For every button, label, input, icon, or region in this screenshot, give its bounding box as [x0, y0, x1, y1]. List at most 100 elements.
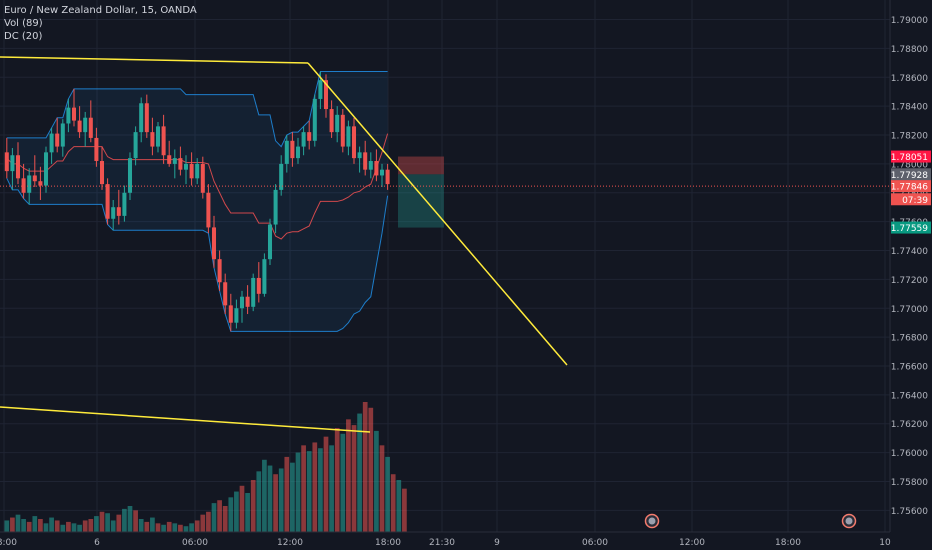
price-axis[interactable]: 1.79000 1.78800 1.78600 1.78400 1.78200 1.780… — [889, 0, 932, 550]
volume-bar — [340, 433, 346, 532]
volume-bar — [295, 452, 301, 532]
candle-body — [374, 161, 379, 176]
candle-body — [223, 282, 228, 306]
candle-body — [273, 189, 278, 225]
volume-bar — [183, 526, 189, 532]
descending-trendline — [307, 62, 568, 366]
candle-body — [368, 161, 373, 170]
resistance-trendline — [0, 56, 309, 64]
candle-body — [234, 308, 239, 323]
volume-bar — [323, 436, 329, 532]
volume-bar — [43, 523, 49, 532]
candle-body — [211, 227, 217, 260]
candle-body — [385, 169, 390, 185]
volume-bar — [329, 445, 334, 532]
price-badge-bg — [891, 193, 931, 206]
candle-body — [200, 163, 205, 193]
price-axis-bg — [890, 0, 932, 550]
volume-bar — [4, 520, 10, 532]
price-badge-bg — [891, 150, 931, 163]
price-badge-bg — [891, 180, 931, 193]
volume-bar — [60, 524, 66, 532]
volume-bar — [99, 511, 105, 532]
candle-body — [206, 192, 211, 228]
volume-bar — [94, 516, 99, 532]
volume-bar — [82, 520, 88, 532]
candle-body — [150, 132, 155, 147]
volume-bar — [245, 493, 250, 532]
time-tick-label: 9 — [494, 538, 500, 548]
volume-bar — [166, 521, 172, 532]
dc-lower — [6, 178, 389, 332]
volume-bar — [222, 506, 228, 532]
candle-body — [195, 163, 200, 179]
volume-bar — [122, 508, 127, 532]
time-tick-label: 18:00 — [0, 538, 17, 548]
event-flag-icon — [648, 517, 656, 525]
time-tick-label: 6 — [94, 538, 100, 548]
candle-body — [357, 152, 362, 159]
candle-body — [15, 155, 21, 179]
volume-bar — [273, 474, 278, 532]
price-badge-label: 1.77928 — [891, 171, 928, 181]
candle-body — [340, 114, 345, 147]
candle-body — [71, 107, 77, 121]
volume-bar — [105, 513, 110, 532]
donchian-indicator-label[interactable]: DC (20) — [4, 31, 43, 42]
volume-bar — [127, 506, 133, 532]
price-badge-label: 1.78051 — [891, 153, 928, 163]
candle-body — [239, 296, 245, 309]
price-tick-label: 1.76000 — [891, 449, 928, 459]
candle-body — [318, 80, 323, 99]
volume-bar — [374, 430, 379, 532]
volume-bar — [189, 523, 194, 532]
price-tick-label: 1.78400 — [891, 103, 928, 113]
volume-bar — [155, 523, 161, 532]
volume-bar — [318, 448, 323, 532]
candle-body — [127, 158, 133, 193]
candle-body — [379, 169, 385, 176]
price-tick-label: 1.77400 — [891, 247, 928, 257]
volume-bar — [178, 524, 183, 532]
short-position-box[interactable] — [398, 156, 444, 228]
volume-bar — [144, 521, 150, 532]
symbol-title[interactable]: Euro / New Zealand Dollar, 15, OANDA — [4, 5, 197, 16]
volume-bar — [351, 425, 357, 532]
candle-body — [161, 126, 166, 156]
trendlines[interactable] — [0, 56, 568, 433]
candle-body — [167, 155, 172, 164]
volume-bar — [110, 520, 116, 532]
candle-body — [77, 120, 82, 133]
time-tick-label: 18:00 — [375, 538, 401, 548]
volume-bar — [402, 488, 407, 532]
volume-bar — [278, 468, 284, 532]
economic-events[interactable] — [644, 513, 857, 529]
time-tick-label: 06:00 — [582, 538, 608, 548]
price-badge-bg — [891, 221, 931, 234]
stop-loss-zone — [398, 156, 444, 175]
volume-bar — [138, 519, 144, 532]
volume-bar — [306, 451, 312, 532]
candle-body — [312, 98, 317, 141]
candle-body — [116, 207, 121, 216]
candle-body — [66, 107, 71, 124]
candle-body — [27, 175, 32, 193]
volume-bar — [256, 471, 262, 532]
candle-body — [49, 133, 54, 153]
candle-body — [60, 123, 65, 147]
time-tick-label: 10 — [879, 538, 891, 548]
candle-body — [144, 103, 149, 133]
candle-body — [323, 80, 329, 110]
candle-body — [290, 140, 295, 159]
candle-body — [94, 137, 99, 162]
price-tick-label: 1.76600 — [891, 362, 928, 372]
volume-indicator-label[interactable]: Vol (89) — [4, 18, 43, 29]
volume-bar — [390, 474, 396, 532]
volume-bar — [290, 462, 295, 532]
volume-bar — [66, 521, 71, 532]
chart-legend: Euro / New Zealand Dollar, 15, OANDA Vol… — [4, 4, 197, 43]
time-axis[interactable]: 18:00 6 06:00 12:00 18:00 21:30 9 06:00 12:00 18:… — [0, 531, 932, 550]
volume-bar — [26, 521, 32, 532]
candle-body — [351, 126, 357, 159]
